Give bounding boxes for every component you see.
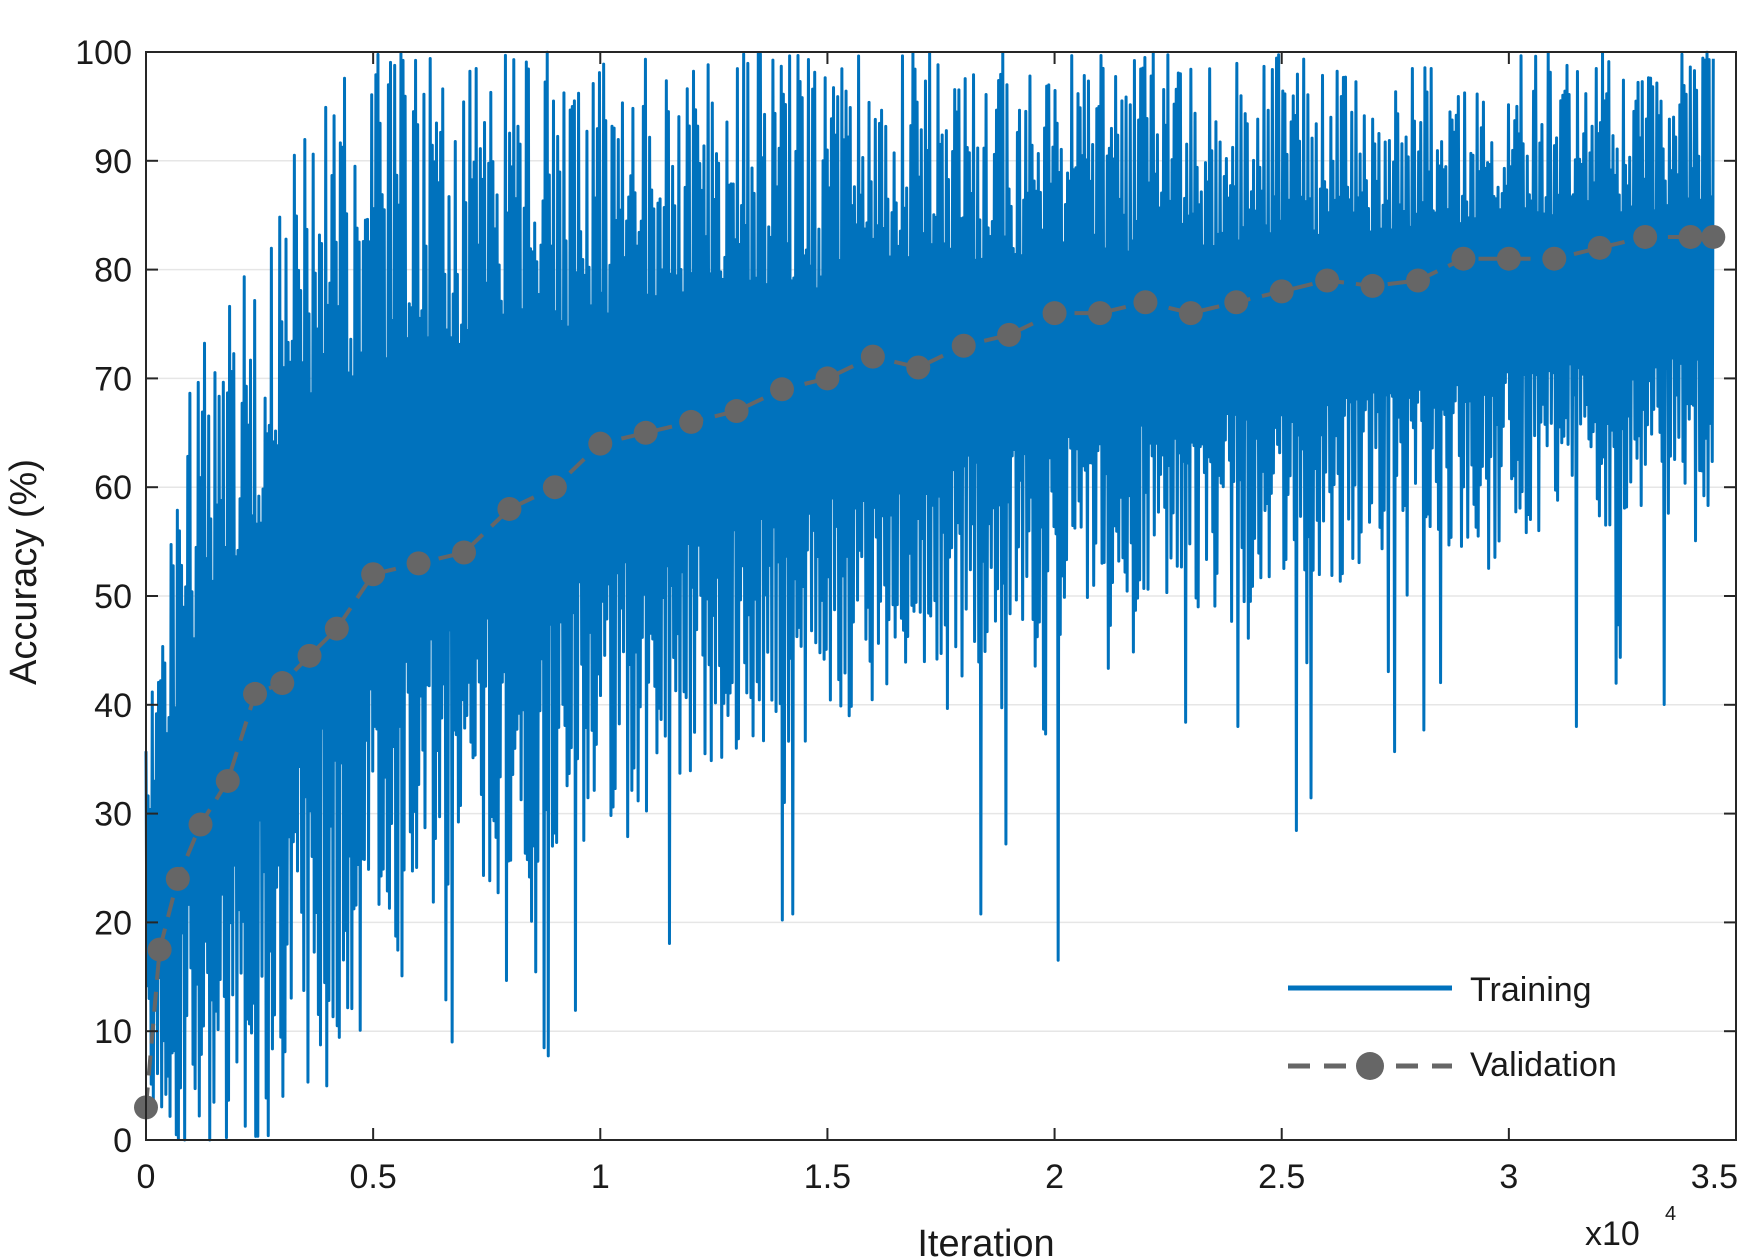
x-tick-label: 1.5 — [804, 1158, 851, 1196]
y-tick-label: 80 — [94, 252, 132, 290]
validation-series — [134, 224, 1726, 1120]
x-tick-label: 2.5 — [1258, 1158, 1305, 1196]
validation-point — [361, 562, 386, 587]
validation-point — [1701, 224, 1726, 249]
y-tick-label: 50 — [94, 578, 132, 616]
y-tick-label: 60 — [94, 469, 132, 507]
y-tick-label: 0 — [113, 1122, 132, 1160]
validation-point — [1360, 273, 1385, 298]
validation-point — [1133, 290, 1158, 315]
validation-point — [497, 496, 522, 521]
validation-point — [297, 643, 322, 668]
y-tick-label: 10 — [94, 1013, 132, 1051]
validation-point — [1224, 290, 1249, 315]
validation-point — [951, 333, 976, 358]
validation-point — [270, 671, 295, 696]
x-multiplier-base: x10 — [1585, 1215, 1640, 1253]
x-multiplier: x10 4 — [1585, 1203, 1676, 1253]
y-tick-label: 30 — [94, 796, 132, 834]
legend-training-label: Training — [1470, 971, 1592, 1009]
validation-point — [1451, 246, 1476, 271]
validation-point — [1587, 235, 1612, 260]
validation-point — [770, 377, 794, 402]
legend: Training Validation — [1288, 971, 1617, 1084]
validation-point — [679, 409, 704, 434]
y-tick-label: 90 — [94, 143, 132, 181]
validation-point — [1042, 301, 1067, 326]
validation-point — [815, 366, 840, 391]
validation-point — [324, 616, 349, 641]
y-tick-label: 20 — [94, 904, 132, 942]
legend-validation-label: Validation — [1470, 1046, 1617, 1084]
y-tick-label: 40 — [94, 687, 132, 725]
validation-point — [1178, 301, 1203, 326]
validation-line — [144, 234, 1714, 1108]
validation-point — [1496, 246, 1521, 271]
validation-point — [1633, 224, 1658, 249]
validation-point — [633, 420, 658, 445]
y-tick-label: 100 — [75, 34, 132, 72]
validation-point — [1269, 279, 1294, 304]
validation-point — [1088, 301, 1112, 326]
axis-ticks — [145, 51, 1737, 1141]
validation-point — [1542, 246, 1567, 271]
validation-point — [165, 866, 190, 891]
validation-point — [406, 551, 431, 576]
x-axis-title: Iteration — [917, 1223, 1054, 1259]
x-tick-labels: 0 0.5 1 1.5 2 2.5 3 3.5 — [137, 1158, 1738, 1196]
y-axis-title: Accuracy (%) — [3, 459, 45, 685]
y-tick-labels: 0 10 20 30 40 50 60 70 80 90 100 — [75, 34, 132, 1160]
validation-point — [542, 475, 567, 500]
validation-point — [1406, 268, 1430, 293]
validation-point — [860, 344, 885, 369]
legend-validation-marker — [1356, 1052, 1384, 1080]
validation-point — [188, 812, 213, 837]
y-tick-label: 70 — [94, 360, 132, 398]
validation-point — [997, 322, 1022, 347]
validation-point — [588, 431, 613, 456]
validation-point — [724, 399, 749, 424]
x-multiplier-exponent: 4 — [1665, 1203, 1676, 1225]
validation-point — [243, 681, 268, 706]
validation-point — [215, 768, 240, 793]
validation-point — [452, 540, 476, 565]
x-tick-label: 0.5 — [350, 1158, 397, 1196]
x-tick-label: 2 — [1045, 1158, 1064, 1196]
validation-point — [147, 937, 172, 962]
x-tick-label: 3 — [1499, 1158, 1518, 1196]
validation-point — [1678, 224, 1703, 249]
validation-point — [906, 355, 931, 380]
x-tick-label: 1 — [591, 1158, 610, 1196]
validation-point — [1315, 268, 1340, 293]
x-tick-label: 3.5 — [1691, 1158, 1738, 1196]
x-tick-label: 0 — [137, 1158, 156, 1196]
